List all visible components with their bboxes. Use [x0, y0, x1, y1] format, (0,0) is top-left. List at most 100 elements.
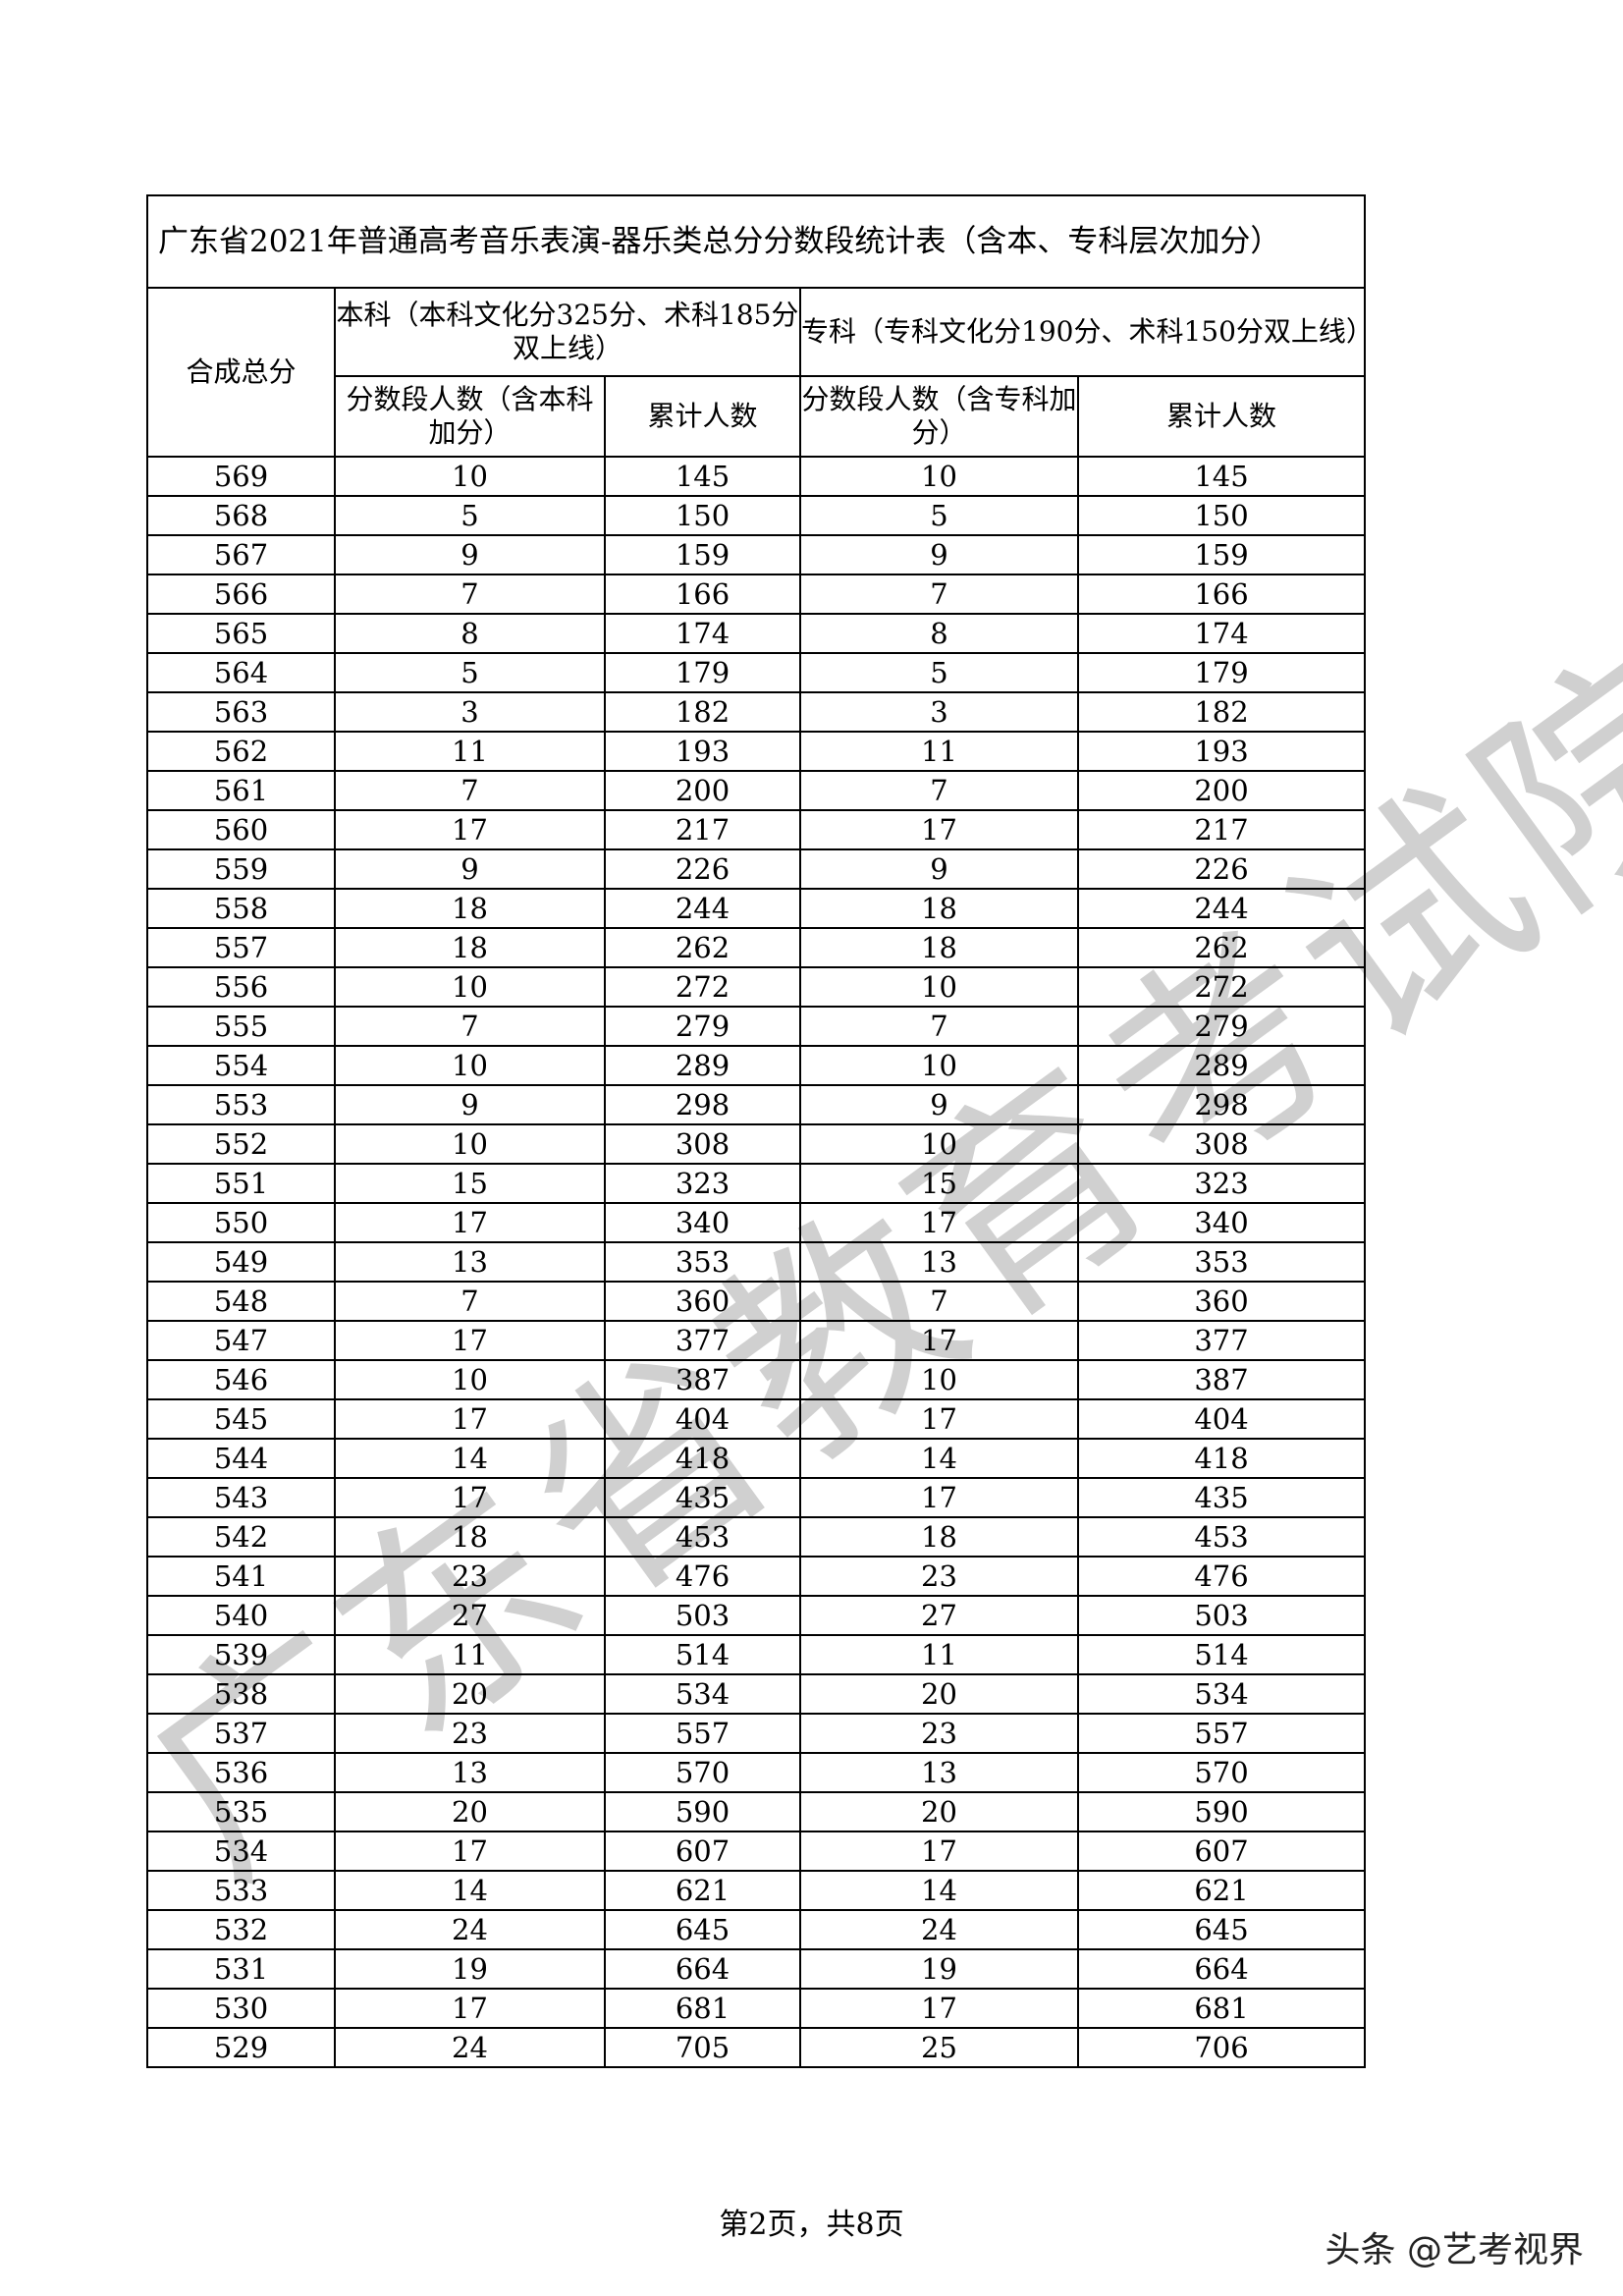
- header-zhuanke-cumulative: 累计人数: [1076, 375, 1367, 458]
- cell-benke-count: 10: [334, 456, 606, 497]
- cell-benke-cumulative: 323: [604, 1163, 801, 1204]
- cell-score: 543: [146, 1477, 336, 1518]
- cell-zhuanke-cumulative: 453: [1076, 1516, 1367, 1558]
- header-score: 合成总分: [146, 287, 336, 458]
- cell-zhuanke-count: 15: [799, 1163, 1079, 1204]
- cell-benke-count: 18: [334, 888, 606, 929]
- table-row: 562 11 193 11 193: [146, 731, 1367, 772]
- cell-benke-count: 7: [334, 1281, 606, 1322]
- cell-zhuanke-count: 3: [799, 691, 1079, 733]
- table-row: 535 20 590 20 590: [146, 1791, 1367, 1832]
- cell-benke-cumulative: 681: [604, 1988, 801, 2029]
- cell-zhuanke-count: 14: [799, 1870, 1079, 1911]
- cell-zhuanke-count: 10: [799, 456, 1079, 497]
- cell-benke-cumulative: 308: [604, 1123, 801, 1165]
- cell-benke-count: 20: [334, 1673, 606, 1715]
- cell-zhuanke-count: 7: [799, 1281, 1079, 1322]
- header-benke-cumulative: 累计人数: [604, 375, 801, 458]
- cell-zhuanke-cumulative: 503: [1076, 1595, 1367, 1636]
- cell-benke-cumulative: 272: [604, 966, 801, 1008]
- cell-benke-count: 18: [334, 1516, 606, 1558]
- table-row: 561 7 200 7 200: [146, 770, 1367, 811]
- cell-benke-cumulative: 174: [604, 613, 801, 654]
- cell-zhuanke-cumulative: 289: [1076, 1045, 1367, 1086]
- table-row: 530 17 681 17 681: [146, 1988, 1367, 2029]
- cell-score: 565: [146, 613, 336, 654]
- cell-score: 558: [146, 888, 336, 929]
- cell-zhuanke-count: 19: [799, 1948, 1079, 1990]
- cell-zhuanke-cumulative: 166: [1076, 574, 1367, 615]
- cell-zhuanke-cumulative: 353: [1076, 1241, 1367, 1283]
- cell-benke-count: 10: [334, 1045, 606, 1086]
- brand-watermark: 头条 @艺考视界: [1325, 2230, 1584, 2270]
- cell-zhuanke-count: 18: [799, 927, 1079, 968]
- cell-score: 569: [146, 456, 336, 497]
- cell-zhuanke-cumulative: 200: [1076, 770, 1367, 811]
- cell-zhuanke-count: 5: [799, 652, 1079, 693]
- cell-zhuanke-cumulative: 217: [1076, 809, 1367, 850]
- page-number: 第2页，共8页: [719, 2208, 904, 2242]
- cell-score: 532: [146, 1909, 336, 1950]
- cell-zhuanke-cumulative: 323: [1076, 1163, 1367, 1204]
- cell-score: 539: [146, 1634, 336, 1675]
- cell-zhuanke-cumulative: 607: [1076, 1831, 1367, 1872]
- cell-zhuanke-cumulative: 193: [1076, 731, 1367, 772]
- cell-score: 551: [146, 1163, 336, 1204]
- cell-benke-cumulative: 645: [604, 1909, 801, 1950]
- cell-score: 531: [146, 1948, 336, 1990]
- cell-score: 536: [146, 1752, 336, 1793]
- cell-zhuanke-cumulative: 145: [1076, 456, 1367, 497]
- cell-benke-count: 5: [334, 652, 606, 693]
- cell-benke-cumulative: 226: [604, 848, 801, 890]
- cell-benke-cumulative: 453: [604, 1516, 801, 1558]
- cell-score: 546: [146, 1359, 336, 1400]
- table-row: 565 8 174 8 174: [146, 613, 1367, 654]
- table-row: 556 10 272 10 272: [146, 966, 1367, 1008]
- cell-zhuanke-cumulative: 182: [1076, 691, 1367, 733]
- cell-benke-count: 27: [334, 1595, 606, 1636]
- table-row: 568 5 150 5 150: [146, 495, 1367, 536]
- cell-benke-cumulative: 200: [604, 770, 801, 811]
- cell-zhuanke-cumulative: 308: [1076, 1123, 1367, 1165]
- cell-benke-count: 7: [334, 574, 606, 615]
- cell-zhuanke-cumulative: 404: [1076, 1398, 1367, 1440]
- cell-zhuanke-cumulative: 435: [1076, 1477, 1367, 1518]
- cell-benke-cumulative: 621: [604, 1870, 801, 1911]
- header-row-2: 分数段人数（含本科加分） 累计人数 分数段人数（含专科加分） 累计人数: [147, 375, 1367, 458]
- cell-benke-cumulative: 534: [604, 1673, 801, 1715]
- cell-score: 542: [146, 1516, 336, 1558]
- table-row: 532 24 645 24 645: [146, 1909, 1367, 1950]
- cell-benke-count: 7: [334, 1006, 606, 1047]
- cell-zhuanke-count: 17: [799, 809, 1079, 850]
- table-row: 534 17 607 17 607: [146, 1831, 1367, 1872]
- cell-benke-count: 14: [334, 1870, 606, 1911]
- cell-zhuanke-cumulative: 681: [1076, 1988, 1367, 2029]
- cell-zhuanke-count: 20: [799, 1673, 1079, 1715]
- cell-benke-cumulative: 166: [604, 574, 801, 615]
- table-row: 545 17 404 17 404: [146, 1398, 1367, 1440]
- cell-zhuanke-count: 7: [799, 574, 1079, 615]
- cell-zhuanke-cumulative: 340: [1076, 1202, 1367, 1243]
- table-row: 558 18 244 18 244: [146, 888, 1367, 929]
- table-row: 554 10 289 10 289: [146, 1045, 1367, 1086]
- cell-zhuanke-cumulative: 174: [1076, 613, 1367, 654]
- cell-score: 554: [146, 1045, 336, 1086]
- table-row: 567 9 159 9 159: [146, 534, 1367, 575]
- table-row: 559 9 226 9 226: [146, 848, 1367, 890]
- table-row: 553 9 298 9 298: [146, 1084, 1367, 1125]
- cell-zhuanke-cumulative: 244: [1076, 888, 1367, 929]
- cell-zhuanke-count: 11: [799, 1634, 1079, 1675]
- cell-benke-cumulative: 289: [604, 1045, 801, 1086]
- table-row: 548 7 360 7 360: [146, 1281, 1367, 1322]
- cell-score: 564: [146, 652, 336, 693]
- cell-score: 561: [146, 770, 336, 811]
- table-body: 569 10 145 10 145 568 5 150 5 150 567 9 159 9 159 566 7 1…: [146, 456, 1367, 2068]
- cell-benke-cumulative: 418: [604, 1438, 801, 1479]
- cell-zhuanke-count: 8: [799, 613, 1079, 654]
- cell-benke-cumulative: 159: [604, 534, 801, 575]
- cell-zhuanke-count: 20: [799, 1791, 1079, 1832]
- cell-benke-count: 17: [334, 1831, 606, 1872]
- cell-benke-count: 24: [334, 2027, 606, 2068]
- cell-score: 562: [146, 731, 336, 772]
- cell-benke-count: 24: [334, 1909, 606, 1950]
